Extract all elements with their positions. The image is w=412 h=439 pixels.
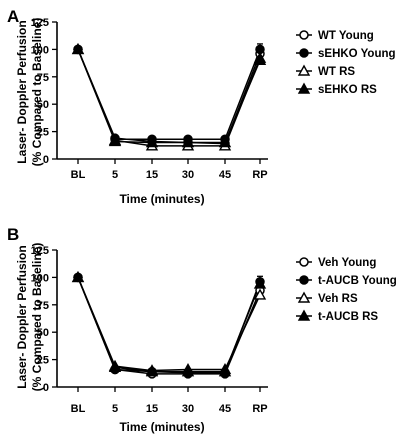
panel-a-y-tick-label: 100 <box>31 44 49 56</box>
panel-a-letter: A <box>7 7 19 26</box>
panel-a-y-tick-label: 75 <box>37 72 49 84</box>
panel-a-point-s4-1 <box>71 42 85 55</box>
panel-b-point-s4-5 <box>218 365 232 377</box>
panel-b-series-line-4 <box>77 277 261 373</box>
panel-a-ylabel-line2: (% Compared to Baseline) <box>30 18 44 167</box>
panel-b-x-tick-label: 30 <box>182 403 194 415</box>
panel-b-y-tick-label: 25 <box>37 355 49 367</box>
panel-b: B Laser- Doppler Perfusion (% Compared t… <box>7 225 397 434</box>
panel-b-legend: Veh Young t-AUCB Young Veh RS t-AUCB RS <box>296 257 397 323</box>
panel-b-ylabel-line1: Laser- Doppler Perfusion <box>15 245 29 388</box>
panel-b-series-line-1 <box>77 277 261 375</box>
panel-a-point-s4-6 <box>253 53 267 66</box>
panel-b-plot: 0 25 50 75 100 125 BL 5 15 30 45 RP <box>31 245 268 415</box>
panel-b-legend-label-4: t-AUCB RS <box>318 311 378 323</box>
panel-b-legend-marker-3 <box>297 291 311 303</box>
panel-a-point-s4-5 <box>218 136 232 148</box>
panel-a-x-tick-label: 30 <box>182 169 194 181</box>
panel-b-legend-label-2: t-AUCB Young <box>318 275 397 287</box>
panel-b-point-s3-6 <box>253 288 267 300</box>
panel-b-x-tick-label: 45 <box>219 403 231 415</box>
panel-b-y-tick-label: 0 <box>43 382 49 394</box>
panel-b-y-axis-label: Laser- Doppler Perfusion (% Compared to … <box>15 243 44 392</box>
panel-a-series-line-4 <box>77 49 261 144</box>
panel-a-series-line-1 <box>77 49 261 145</box>
panel-a-y-tick-label: 25 <box>37 127 49 139</box>
panel-a-x-tick-label: BL <box>71 169 86 181</box>
panel-b-x-axis-label: Time (minutes) <box>119 420 204 434</box>
panel-b-legend-label-3: Veh RS <box>318 293 358 305</box>
panel-a-legend-label-2: sEHKO Young <box>318 48 396 60</box>
panel-b-point-s4-3 <box>145 365 159 377</box>
panel-a-legend-marker-4 <box>297 82 311 94</box>
panel-a-series-line-3 <box>77 49 261 147</box>
panel-a-legend-label-4: sEHKO RS <box>318 84 377 96</box>
panel-a-y-axis-label: Laser- Doppler Perfusion (% Compared to … <box>15 18 44 167</box>
panel-a-point-s4-4 <box>181 136 195 148</box>
panel-b-point-s4-4 <box>181 365 195 377</box>
panel-b-point-s4-2 <box>108 360 122 372</box>
panel-b-letter: B <box>7 225 19 244</box>
panel-a-plot: 0 25 50 75 100 125 BL 5 15 30 45 RP <box>31 17 268 181</box>
panel-b-x-tick-label: 15 <box>146 403 158 415</box>
panel-a-x-tick-label: RP <box>252 169 267 181</box>
panel-a-legend: WT Young sEHKO Young WT RS sEHKO RS <box>296 30 396 96</box>
panel-a-point-s4-2 <box>108 135 122 147</box>
panel-a-x-axis-label: Time (minutes) <box>119 192 204 206</box>
panel-a-legend-label-3: WT RS <box>318 66 355 78</box>
panel-b-y-tick-label: 100 <box>31 272 49 284</box>
panel-a-point-s4-3 <box>145 136 159 148</box>
panel-b-legend-marker-2 <box>299 275 309 285</box>
panel-b-y-tick-label: 50 <box>37 327 49 339</box>
panel-b-legend-label-1: Veh Young <box>318 257 376 269</box>
panel-a-legend-label-1: WT Young <box>318 30 374 42</box>
panel-a-y-tick-label: 125 <box>31 17 49 29</box>
panel-b-ylabel-line2: (% Compared to Baseline) <box>30 243 44 392</box>
panel-a-ylabel-line1: Laser- Doppler Perfusion <box>15 20 29 163</box>
panel-a-x-tick-label: 5 <box>112 169 118 181</box>
panel-a-x-tick-label: 45 <box>219 169 231 181</box>
panel-b-x-tick-label: RP <box>252 403 267 415</box>
panel-a-legend-marker-1 <box>299 30 309 40</box>
panel-b-y-tick-label: 75 <box>37 300 49 312</box>
panel-b-series-line-2 <box>77 277 261 374</box>
panel-b-legend-marker-1 <box>299 257 309 267</box>
panel-a-y-tick-label: 50 <box>37 99 49 111</box>
panel-a-legend-marker-3 <box>297 64 311 76</box>
panel-b-y-tick-label: 125 <box>31 245 49 257</box>
panel-a-y-tick-label: 0 <box>43 154 49 166</box>
panel-a-legend-marker-2 <box>299 48 309 58</box>
panel-b-point-s4-1 <box>71 270 85 283</box>
panel-a: A Laser- Doppler Perfusion (% Compared t… <box>7 7 396 206</box>
panel-b-legend-marker-4 <box>297 309 311 321</box>
panel-b-x-tick-label: 5 <box>112 403 118 415</box>
panel-b-point-s4-6 <box>253 277 267 289</box>
panel-b-x-tick-label: BL <box>71 403 86 415</box>
panel-a-x-tick-label: 15 <box>146 169 158 181</box>
